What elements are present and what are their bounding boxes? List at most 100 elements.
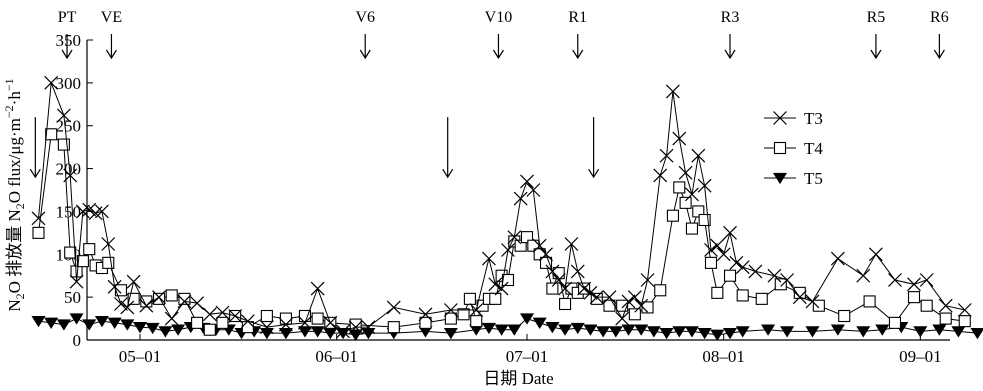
legend-marker-t5	[772, 172, 788, 185]
stage-label-r6: R6	[930, 9, 949, 26]
data-point-t3	[716, 247, 731, 262]
data-point-t3	[482, 251, 496, 266]
data-point-t3	[526, 183, 541, 197]
data-point-t4	[907, 291, 921, 304]
y-axis-title: N2O 排放量 N2O flux/μg·m−2·h−1	[2, 78, 27, 311]
data-point-t3	[634, 298, 649, 313]
data-point-t5	[481, 322, 496, 335]
stage-arrow-r6-head	[933, 49, 945, 60]
data-point-t3	[126, 274, 141, 289]
data-point-t3	[152, 290, 166, 305]
data-point-t4	[539, 256, 553, 269]
data-point-t3	[278, 317, 293, 332]
data-point-t3	[298, 315, 312, 330]
data-point-t4	[939, 312, 952, 325]
data-point-t3	[697, 178, 712, 193]
stage-label-v10: V10	[485, 9, 513, 26]
stage-arrow-r3-head	[724, 49, 736, 60]
data-point-t5	[596, 326, 611, 338]
data-point-t3	[545, 264, 560, 279]
data-point-t4	[685, 222, 699, 235]
data-point-t3	[494, 281, 509, 296]
data-point-t3	[443, 303, 458, 317]
stage-arrow-ve-head	[105, 49, 117, 60]
data-point-t3	[44, 75, 59, 90]
data-point-t5	[646, 326, 661, 338]
data-point-t3	[583, 285, 598, 300]
data-point-t3	[627, 290, 642, 305]
data-point-t3	[723, 225, 737, 240]
data-point-t4	[191, 316, 204, 329]
data-point-t3	[101, 237, 116, 251]
data-point-t3	[507, 230, 522, 245]
data-point-t4	[863, 295, 876, 308]
x-tick-label: 09–01	[899, 347, 942, 366]
legend-label-t3: T3	[804, 109, 823, 128]
data-point-t5	[335, 327, 351, 340]
data-point-t5	[297, 326, 312, 338]
data-point-t3	[336, 324, 350, 339]
y-axis-title-part: −1	[2, 78, 16, 91]
stage-label-ve: VE	[101, 9, 122, 26]
y-axis-title-part: −2	[2, 105, 16, 118]
x-tick-label: 06–01	[315, 347, 358, 366]
data-point-t3	[564, 237, 579, 251]
data-point-t3	[69, 274, 84, 289]
data-point-t3	[259, 320, 274, 335]
data-point-t3	[558, 281, 572, 296]
data-point-t3	[418, 307, 433, 322]
data-point-t5	[310, 326, 325, 338]
data-point-t3	[469, 303, 484, 317]
data-point-t5	[94, 315, 109, 328]
data-point-t4	[260, 309, 273, 323]
data-point-t4	[349, 318, 362, 331]
data-point-t4	[178, 292, 191, 305]
data-point-t4	[32, 226, 45, 239]
data-point-t3	[177, 294, 192, 309]
data-point-t5	[82, 319, 97, 331]
data-point-t4	[666, 209, 679, 222]
data-point-t3	[615, 311, 630, 326]
data-point-t5	[735, 326, 750, 338]
data-point-t3	[830, 251, 845, 266]
data-point-t5	[56, 319, 71, 331]
fertilization-arrow-head	[588, 168, 600, 179]
data-point-t4	[241, 321, 254, 334]
data-point-t4	[838, 309, 851, 323]
data-point-t3	[869, 247, 883, 262]
stage-label-r1: R1	[568, 9, 587, 26]
data-point-t4	[704, 256, 718, 269]
data-point-t5	[532, 317, 547, 329]
data-point-t3	[56, 108, 71, 123]
data-point-t5	[970, 327, 983, 340]
data-point-t3	[95, 204, 109, 219]
data-point-t4	[616, 299, 629, 312]
y-tick-label: 350	[56, 31, 82, 50]
data-point-t4	[755, 292, 768, 305]
data-point-t3	[551, 273, 566, 287]
data-point-t4	[673, 181, 686, 194]
data-point-t4	[774, 278, 787, 291]
data-point-t5	[951, 326, 966, 338]
data-point-t4	[470, 315, 483, 328]
data-point-t3	[672, 131, 687, 146]
data-point-t3	[31, 211, 46, 226]
data-point-t3	[888, 273, 902, 287]
data-point-t3	[805, 294, 820, 309]
data-point-t3	[107, 279, 122, 294]
data-point-t3	[139, 298, 154, 313]
data-point-t4	[736, 289, 749, 302]
data-point-t3	[114, 297, 128, 311]
data-point-t5	[494, 324, 509, 336]
data-point-t4	[546, 282, 559, 295]
data-point-t3	[640, 273, 655, 287]
data-point-t3	[310, 281, 325, 296]
data-point-t4	[311, 312, 324, 325]
x-tick-label: 07–01	[506, 347, 549, 366]
data-point-t4	[888, 316, 902, 329]
data-point-t4	[165, 289, 178, 302]
legend-label-t5: T5	[804, 169, 823, 188]
data-point-t3	[190, 296, 205, 311]
data-point-t3	[570, 264, 585, 279]
